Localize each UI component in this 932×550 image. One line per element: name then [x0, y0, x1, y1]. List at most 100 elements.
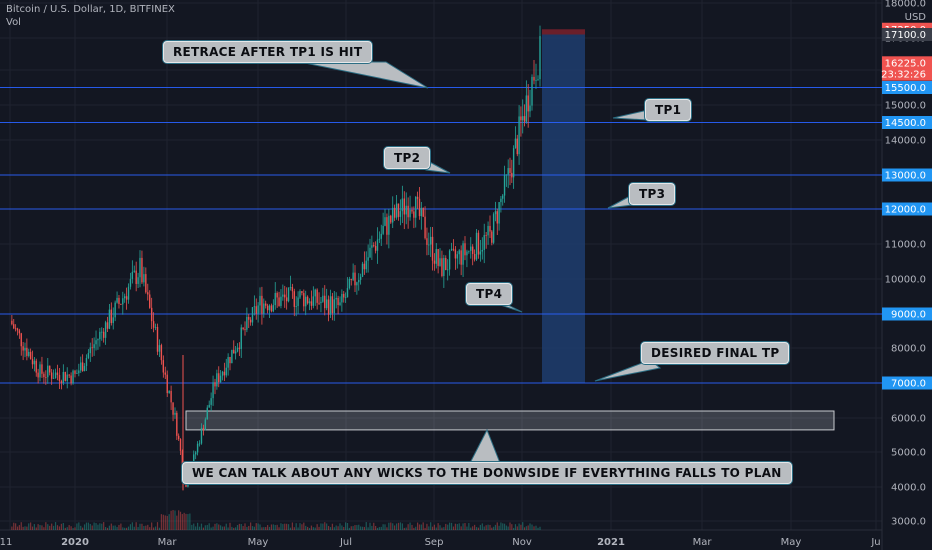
candle-body [284, 294, 286, 298]
candle-body [56, 372, 59, 376]
candle-body [458, 250, 460, 255]
volume-bar [297, 527, 299, 530]
volume-bar [399, 522, 402, 530]
candle-body [89, 347, 91, 354]
volume-bar [500, 522, 502, 530]
candle-body [395, 203, 398, 218]
support-zone-box[interactable] [185, 410, 835, 431]
volume-bar [83, 524, 86, 530]
volume-bar [145, 525, 147, 530]
volume-bar [525, 526, 527, 530]
volume-bar [407, 524, 409, 530]
candle-body [122, 298, 124, 305]
candle-body [382, 225, 384, 234]
volume-bar [60, 523, 62, 530]
candle-body [287, 287, 290, 302]
volume-bar [397, 522, 400, 530]
volume-bar [181, 514, 183, 530]
volume-bar [22, 526, 24, 530]
price-tag-label: 17100.0 [885, 30, 926, 41]
candle-body [91, 347, 93, 349]
candle-body [248, 316, 250, 320]
volume-bar [179, 511, 182, 530]
candle-body [83, 365, 86, 372]
volume-bar [158, 527, 161, 530]
volume-bar [435, 527, 437, 530]
candle-body [325, 299, 328, 309]
volume-bar [310, 525, 313, 530]
volume-bar [101, 523, 103, 530]
candle-body [253, 306, 256, 308]
volume-bar [103, 522, 105, 530]
volume-bar [253, 526, 255, 530]
volume-bar [452, 526, 455, 530]
callout-pointer [612, 109, 649, 121]
volume-bar [516, 526, 518, 530]
candle-body [494, 211, 497, 215]
callout-tp3: TP3 [629, 183, 676, 205]
volume-bar [356, 525, 358, 530]
volume-bar [16, 526, 19, 530]
candle-body [445, 257, 447, 271]
price-tick-label: 8000.0 [891, 344, 926, 355]
candle-body [356, 282, 358, 286]
candle-body [424, 216, 426, 239]
candle-body [166, 374, 168, 394]
candle-body [429, 236, 432, 245]
candle-body [363, 263, 366, 270]
volume-bar [373, 522, 375, 530]
volume-bar [95, 523, 97, 530]
candle-body [475, 232, 478, 260]
volume-bar [431, 526, 434, 530]
price-axis[interactable]: 3000.0 4000.0 5000.0 6000.0 7000.0 8000.0 9000… [881, 0, 932, 528]
candle-body [68, 374, 70, 376]
time-axis[interactable]: 11 2020 Mar May Jul Sep Nov 2021 Mar May Ju [0, 537, 881, 548]
volume-bar [233, 527, 235, 530]
volume-bar [462, 523, 464, 530]
candle-body [174, 412, 176, 415]
volume-bar [450, 522, 453, 530]
volume-bar [361, 526, 364, 530]
candle-body [297, 297, 299, 307]
volume-bar [388, 522, 390, 530]
candle-body [99, 331, 101, 340]
volume-bar [276, 524, 278, 530]
candle-body [361, 263, 364, 277]
volume-bar [229, 522, 231, 530]
time-tick-label: May [781, 537, 802, 548]
candle-body [471, 246, 474, 254]
candle-body [487, 225, 489, 236]
volume-bar [93, 522, 95, 530]
volume-bar [64, 527, 66, 530]
candle-body [196, 443, 199, 453]
volume-bar [11, 526, 13, 530]
position-stop-zone[interactable] [542, 29, 585, 35]
candle-body [20, 333, 22, 347]
candle-body [218, 373, 220, 383]
volume-bar [216, 523, 218, 530]
volume-bar [537, 527, 539, 530]
volume-bar [468, 523, 470, 530]
volume-bar [166, 515, 168, 530]
volume-bar [270, 524, 273, 530]
candle-body [386, 217, 388, 235]
candle-body [168, 390, 170, 394]
volume-bar [523, 527, 526, 530]
candle-body [378, 238, 381, 240]
candle-body [348, 278, 351, 289]
volume-bar [466, 526, 468, 530]
volume-bar [312, 527, 314, 530]
volume-bar [185, 513, 187, 530]
volume-bar [235, 527, 237, 530]
callout-retrace: RETRACE AFTER TP1 IS HIT [163, 41, 373, 63]
volume-bar [240, 524, 242, 530]
volume-bar [35, 527, 37, 530]
volume-bar [218, 524, 220, 530]
callout-tp4: TP4 [466, 283, 513, 305]
candle-body [93, 344, 95, 349]
candle-body [238, 347, 241, 349]
candle-body [535, 80, 537, 81]
candle-body [301, 291, 303, 294]
candle-body [341, 293, 343, 303]
